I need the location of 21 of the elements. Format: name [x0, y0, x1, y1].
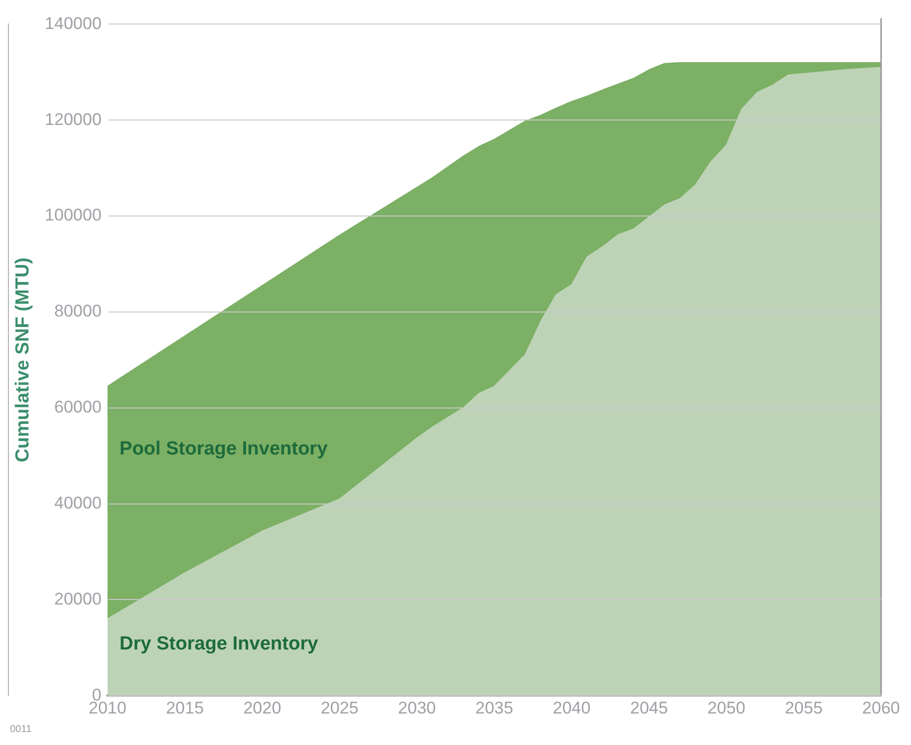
x-tick-label: 2020	[243, 698, 282, 718]
x-tick-label: 2050	[707, 698, 746, 718]
x-tick-label: 2040	[552, 698, 591, 718]
x-tick-label: 2060	[862, 698, 900, 718]
y-tick-label: 60000	[54, 398, 102, 417]
y-tick-label: 120000	[44, 110, 102, 129]
y-tick-label: 20000	[54, 589, 102, 608]
y-tick-label: 140000	[44, 14, 102, 33]
y-tick-label: 100000	[44, 206, 102, 225]
x-tick-label: 2030	[398, 698, 436, 718]
x-tick-label: 2035	[475, 698, 514, 718]
x-tick-label: 2015	[166, 698, 204, 718]
series-label: Pool Storage Inventory	[120, 438, 328, 460]
y-tick-label: 40000	[54, 493, 102, 512]
x-tick-label: 2025	[320, 698, 359, 718]
y-tick-label: 80000	[54, 302, 102, 321]
text: 0011	[10, 724, 32, 735]
series-label: Dry Storage Inventory	[120, 633, 318, 654]
x-tick-label: 2055	[784, 698, 823, 718]
y-axis-title: Cumulative SNF (MTU)	[12, 258, 34, 462]
x-tick-label: 2045	[630, 698, 668, 718]
